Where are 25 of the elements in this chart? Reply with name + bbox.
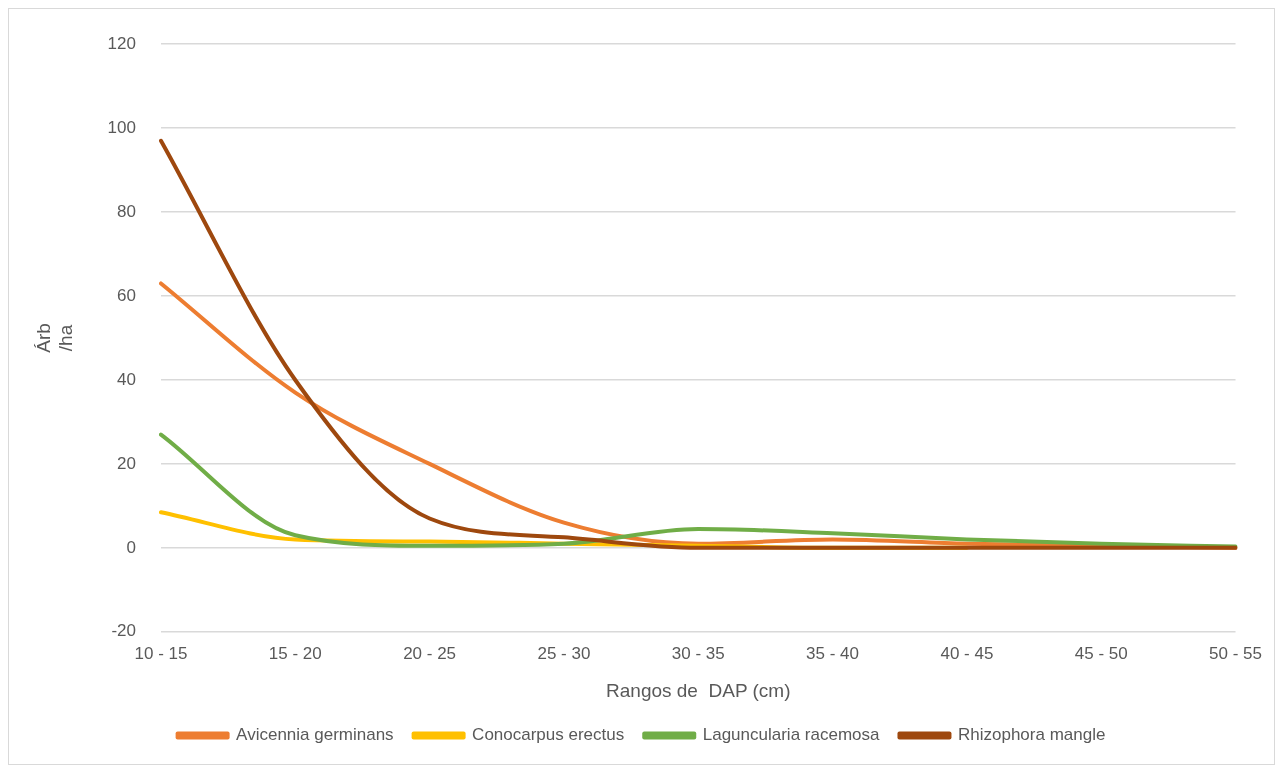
legend-label: Conocarpus erectus [472, 725, 625, 745]
y-tick-label: 120 [107, 33, 136, 53]
x-axis-title: Rangos de DAP (cm) [606, 679, 791, 701]
line-series [158, 432, 1238, 549]
y-tick-label: 100 [107, 117, 136, 137]
legend-label: Laguncularia racemosa [702, 725, 881, 745]
y-tick-label: 40 [117, 369, 136, 389]
y-tick-label: 20 [117, 453, 136, 473]
x-tick-label: 45 - 50 [1074, 643, 1128, 663]
y-tick-label: 60 [117, 285, 136, 305]
x-tick-label: 35 - 40 [806, 643, 860, 663]
x-tick-label: 10 - 15 [134, 643, 188, 663]
legend-label: Avicennia germinans [236, 725, 394, 745]
line-series [158, 138, 1238, 550]
x-tick-label: 25 - 30 [537, 643, 591, 663]
x-tick-label: 15 - 20 [268, 643, 322, 663]
y-axis-title: Árb /ha [32, 323, 77, 353]
x-tick-label: 50 - 55 [1209, 643, 1263, 663]
y-tick-label: 80 [117, 201, 136, 221]
x-tick-label: 30 - 35 [671, 643, 725, 663]
y-tick-label: -20 [111, 621, 136, 641]
legend-label: Rhizophora mangle [957, 725, 1106, 745]
x-tick-label: 20 - 25 [403, 643, 457, 663]
x-tick-label: 40 - 45 [940, 643, 994, 663]
y-tick-label: 0 [126, 537, 136, 557]
